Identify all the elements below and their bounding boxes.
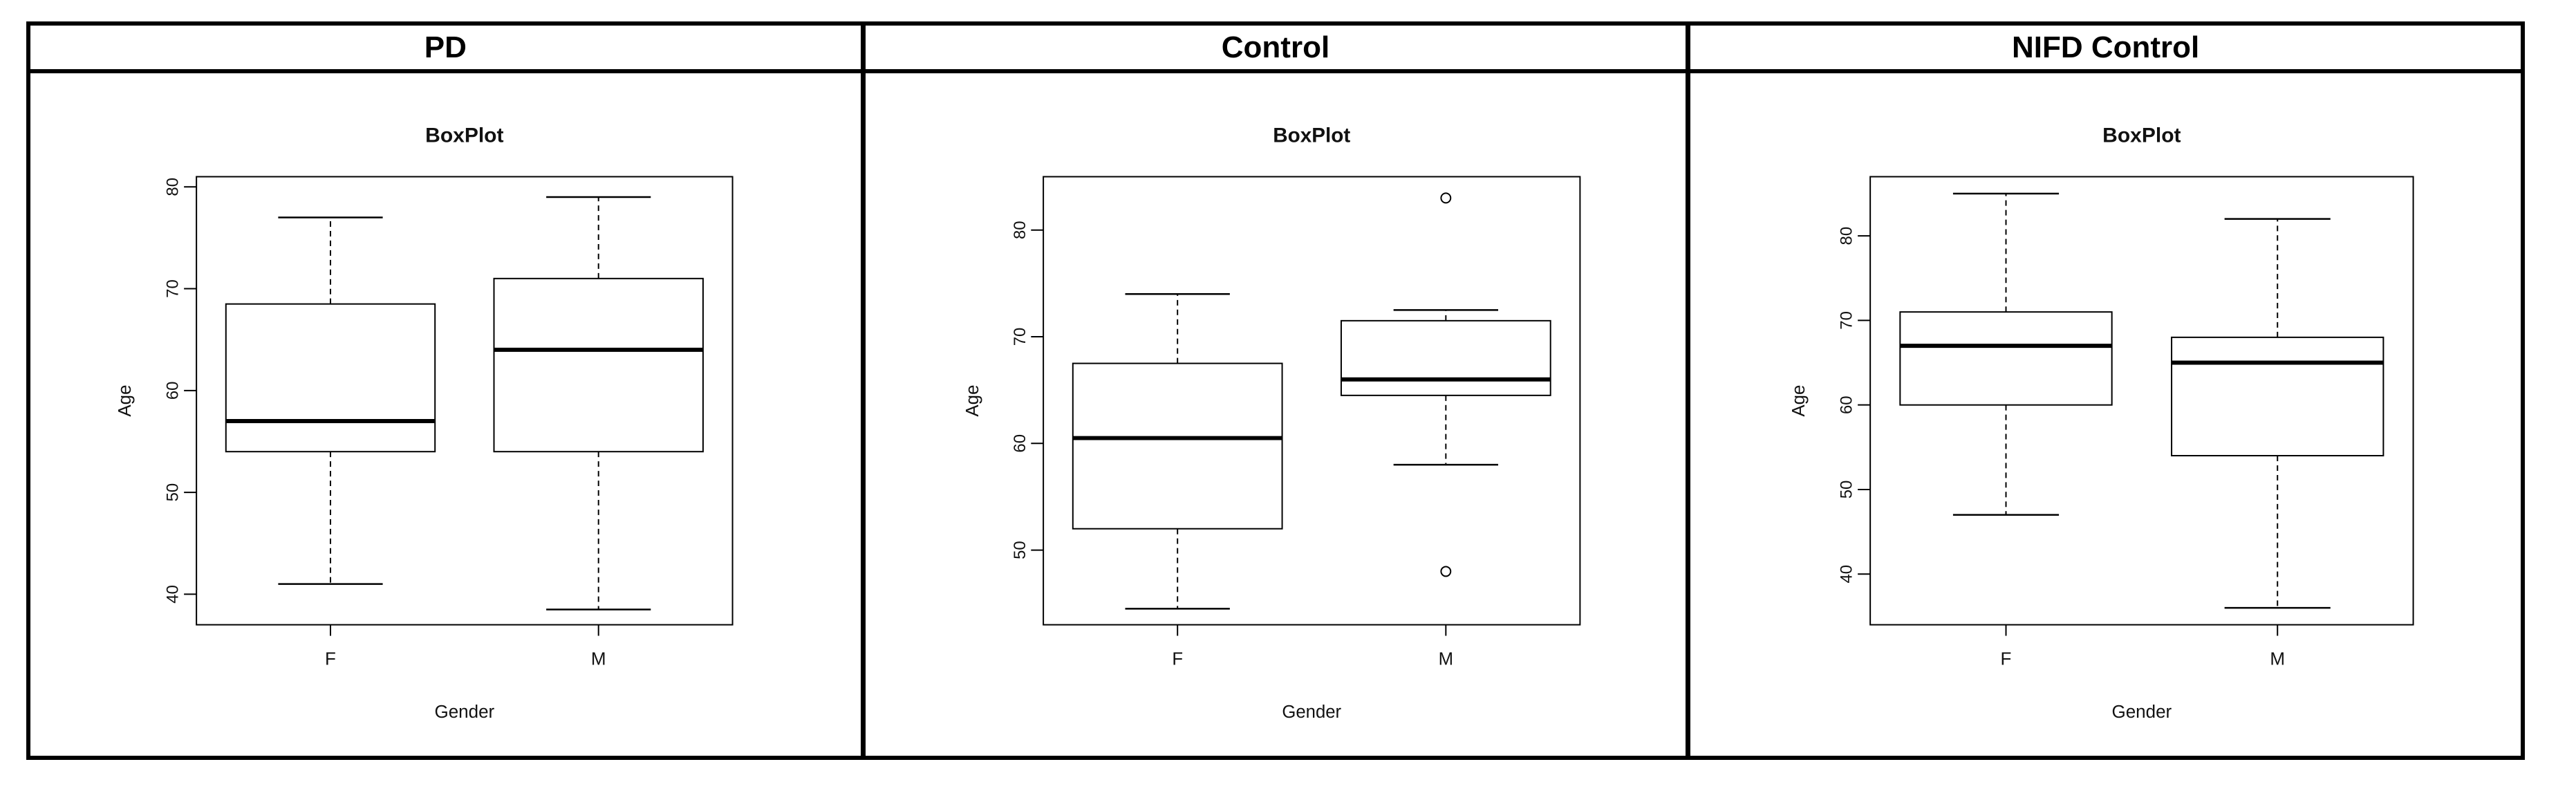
y-axis-label: Age: [1788, 385, 1809, 417]
comparison-table: PD Control NIFD Control BoxPlot 40 50 60 70 8…: [26, 21, 2525, 760]
outlier-point: [1440, 566, 1451, 577]
y-tick-label: 50: [1838, 481, 1856, 499]
y-tick-label: 60: [1838, 396, 1856, 414]
y-tick-label: 50: [1011, 541, 1029, 559]
y-tick-label: 40: [1838, 565, 1856, 584]
box-f: [225, 216, 436, 585]
y-tick-label: 70: [1838, 311, 1856, 330]
control-boxplot: BoxPlot 50 60 70 80 Age F M Gender: [963, 124, 1581, 722]
y-tick-label: 60: [1011, 434, 1029, 453]
x-axis-label: Gender: [2112, 701, 2172, 722]
iqr-box: [1072, 362, 1283, 530]
x-axis-label: Gender: [434, 701, 494, 722]
x-tick-label: M: [591, 648, 606, 669]
nifd-control-boxplot: BoxPlot 40 50 60 70 80 Age F M Gender: [1788, 124, 2414, 722]
y-tick-label: 50: [164, 483, 183, 502]
column-header-pd: PD: [30, 26, 861, 73]
box-f: [1072, 293, 1283, 610]
y-tick-label: 80: [164, 178, 183, 196]
iqr-box: [493, 277, 704, 453]
x-tick-label: F: [325, 648, 336, 669]
iqr-box: [1340, 319, 1551, 396]
iqr-box: [1899, 311, 2113, 406]
box-m: [2171, 218, 2384, 609]
y-axis-label: Age: [963, 385, 982, 417]
y-axis-label: Age: [114, 385, 135, 417]
iqr-box: [225, 303, 436, 453]
column-header-control: Control: [860, 26, 1691, 73]
x-tick-label: F: [1172, 649, 1183, 669]
box-m: [1340, 192, 1551, 577]
y-tick-label: 80: [1011, 221, 1029, 239]
pd-boxplot: BoxPlot 40 50 60 70 80 Age F M Gender: [114, 124, 734, 722]
y-tick-label: 40: [164, 585, 183, 604]
y-tick-label: 60: [164, 382, 183, 400]
nifd-control-chart-cell: BoxPlot 40 50 60 70 80 Age F M Gender: [1690, 73, 2521, 756]
plot-frame: [1869, 176, 2414, 626]
x-tick-label: F: [2001, 648, 2012, 669]
x-tick-label: M: [1438, 649, 1453, 669]
chart-title: BoxPlot: [425, 124, 503, 147]
y-tick-label: 70: [164, 279, 183, 298]
pd-chart-cell: BoxPlot 40 50 60 70 80 Age F M Gender: [30, 73, 861, 756]
box-m: [493, 196, 704, 611]
column-header-nifd-control: NIFD Control: [1690, 26, 2521, 73]
outlier-point: [1440, 192, 1451, 204]
plot-frame: [1042, 176, 1581, 626]
chart-title: BoxPlot: [1273, 124, 1350, 147]
iqr-box: [2171, 336, 2384, 457]
box-f: [1899, 192, 2113, 516]
x-axis-label: Gender: [1282, 702, 1341, 722]
control-chart-cell: BoxPlot 50 60 70 80 Age F M Gender: [860, 73, 1691, 756]
x-tick-label: M: [2270, 648, 2286, 669]
y-tick-label: 80: [1838, 227, 1856, 245]
plot-frame: [196, 176, 734, 626]
y-tick-label: 70: [1011, 328, 1029, 346]
chart-title: BoxPlot: [2102, 124, 2181, 147]
